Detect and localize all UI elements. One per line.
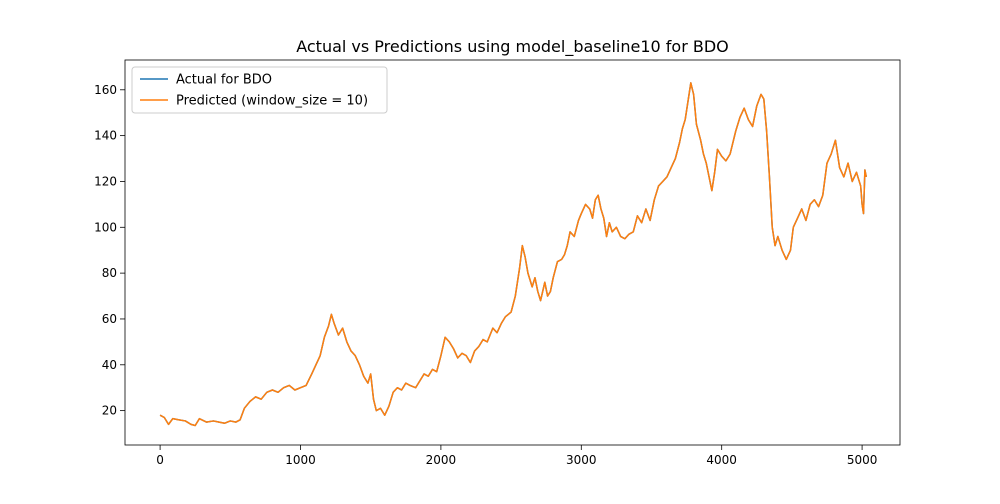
x-tick-label: 2000 xyxy=(426,453,457,467)
series-layer xyxy=(159,82,868,427)
y-tick-label: 80 xyxy=(102,266,117,280)
legend-label: Actual for BDO xyxy=(176,73,272,88)
y-tick-label: 20 xyxy=(102,404,117,418)
plot-frame xyxy=(124,59,901,446)
legend-box xyxy=(131,66,388,114)
series-line-predicted xyxy=(159,82,868,427)
axes-layer: 0 1000 2000 3000 4000 5000 20 40 60 80 100 120 140 16… xyxy=(94,59,901,467)
legend: Actual for BDO Predicted (window_size = 1… xyxy=(131,66,388,114)
chart-title: Actual vs Predictions using model_baseli… xyxy=(296,37,729,57)
y-tick-label: 160 xyxy=(94,83,117,97)
x-tick-label: 3000 xyxy=(566,453,597,467)
x-tick-label: 4000 xyxy=(706,453,737,467)
y-tick-label: 140 xyxy=(94,129,117,143)
y-tick-label: 40 xyxy=(102,358,117,372)
x-tick-label: 0 xyxy=(156,453,164,467)
x-tick-label: 1000 xyxy=(285,453,316,467)
y-tick-label: 60 xyxy=(102,312,117,326)
y-tick-label: 100 xyxy=(94,220,117,234)
y-tick-label: 120 xyxy=(94,174,117,188)
x-tick-label: 5000 xyxy=(847,453,878,467)
legend-label: Predicted (window_size = 10) xyxy=(176,94,368,109)
